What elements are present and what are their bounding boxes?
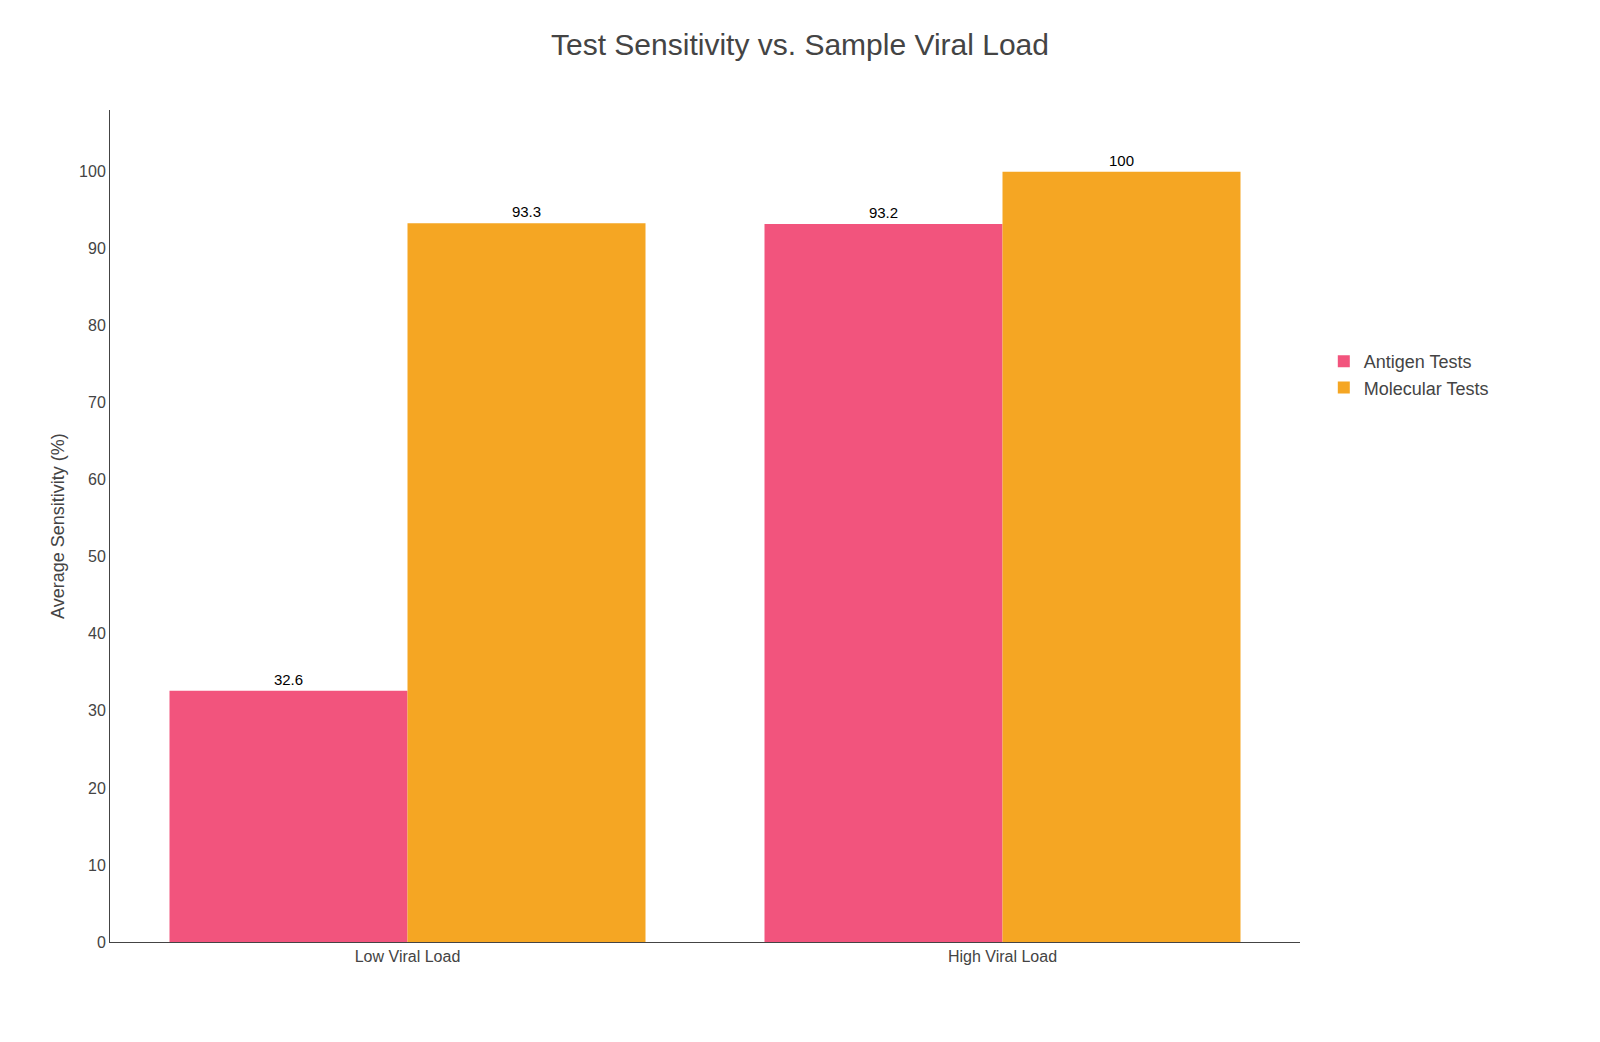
svg-text:100: 100	[1109, 152, 1134, 169]
svg-text:20: 20	[88, 780, 106, 797]
svg-text:0: 0	[97, 934, 106, 951]
svg-text:100: 100	[79, 163, 106, 180]
svg-text:60: 60	[88, 471, 106, 488]
svg-text:93.2: 93.2	[869, 204, 898, 221]
svg-text:93.3: 93.3	[512, 203, 541, 220]
svg-text:Antigen Tests: Antigen Tests	[1364, 352, 1472, 372]
svg-text:30: 30	[88, 702, 106, 719]
svg-text:50: 50	[88, 548, 106, 565]
svg-text:90: 90	[88, 240, 106, 257]
svg-text:40: 40	[88, 625, 106, 642]
svg-text:Test Sensitivity vs. Sample Vi: Test Sensitivity vs. Sample Viral Load	[551, 28, 1049, 61]
svg-text:High Viral Load: High Viral Load	[948, 948, 1057, 965]
svg-text:Molecular Tests: Molecular Tests	[1364, 379, 1489, 399]
svg-text:80: 80	[88, 317, 106, 334]
svg-text:10: 10	[88, 857, 106, 874]
svg-text:Low Viral Load: Low Viral Load	[355, 948, 461, 965]
svg-text:Average Sensitivity (%): Average Sensitivity (%)	[48, 433, 68, 619]
svg-text:70: 70	[88, 394, 106, 411]
svg-text:32.6: 32.6	[274, 671, 303, 688]
